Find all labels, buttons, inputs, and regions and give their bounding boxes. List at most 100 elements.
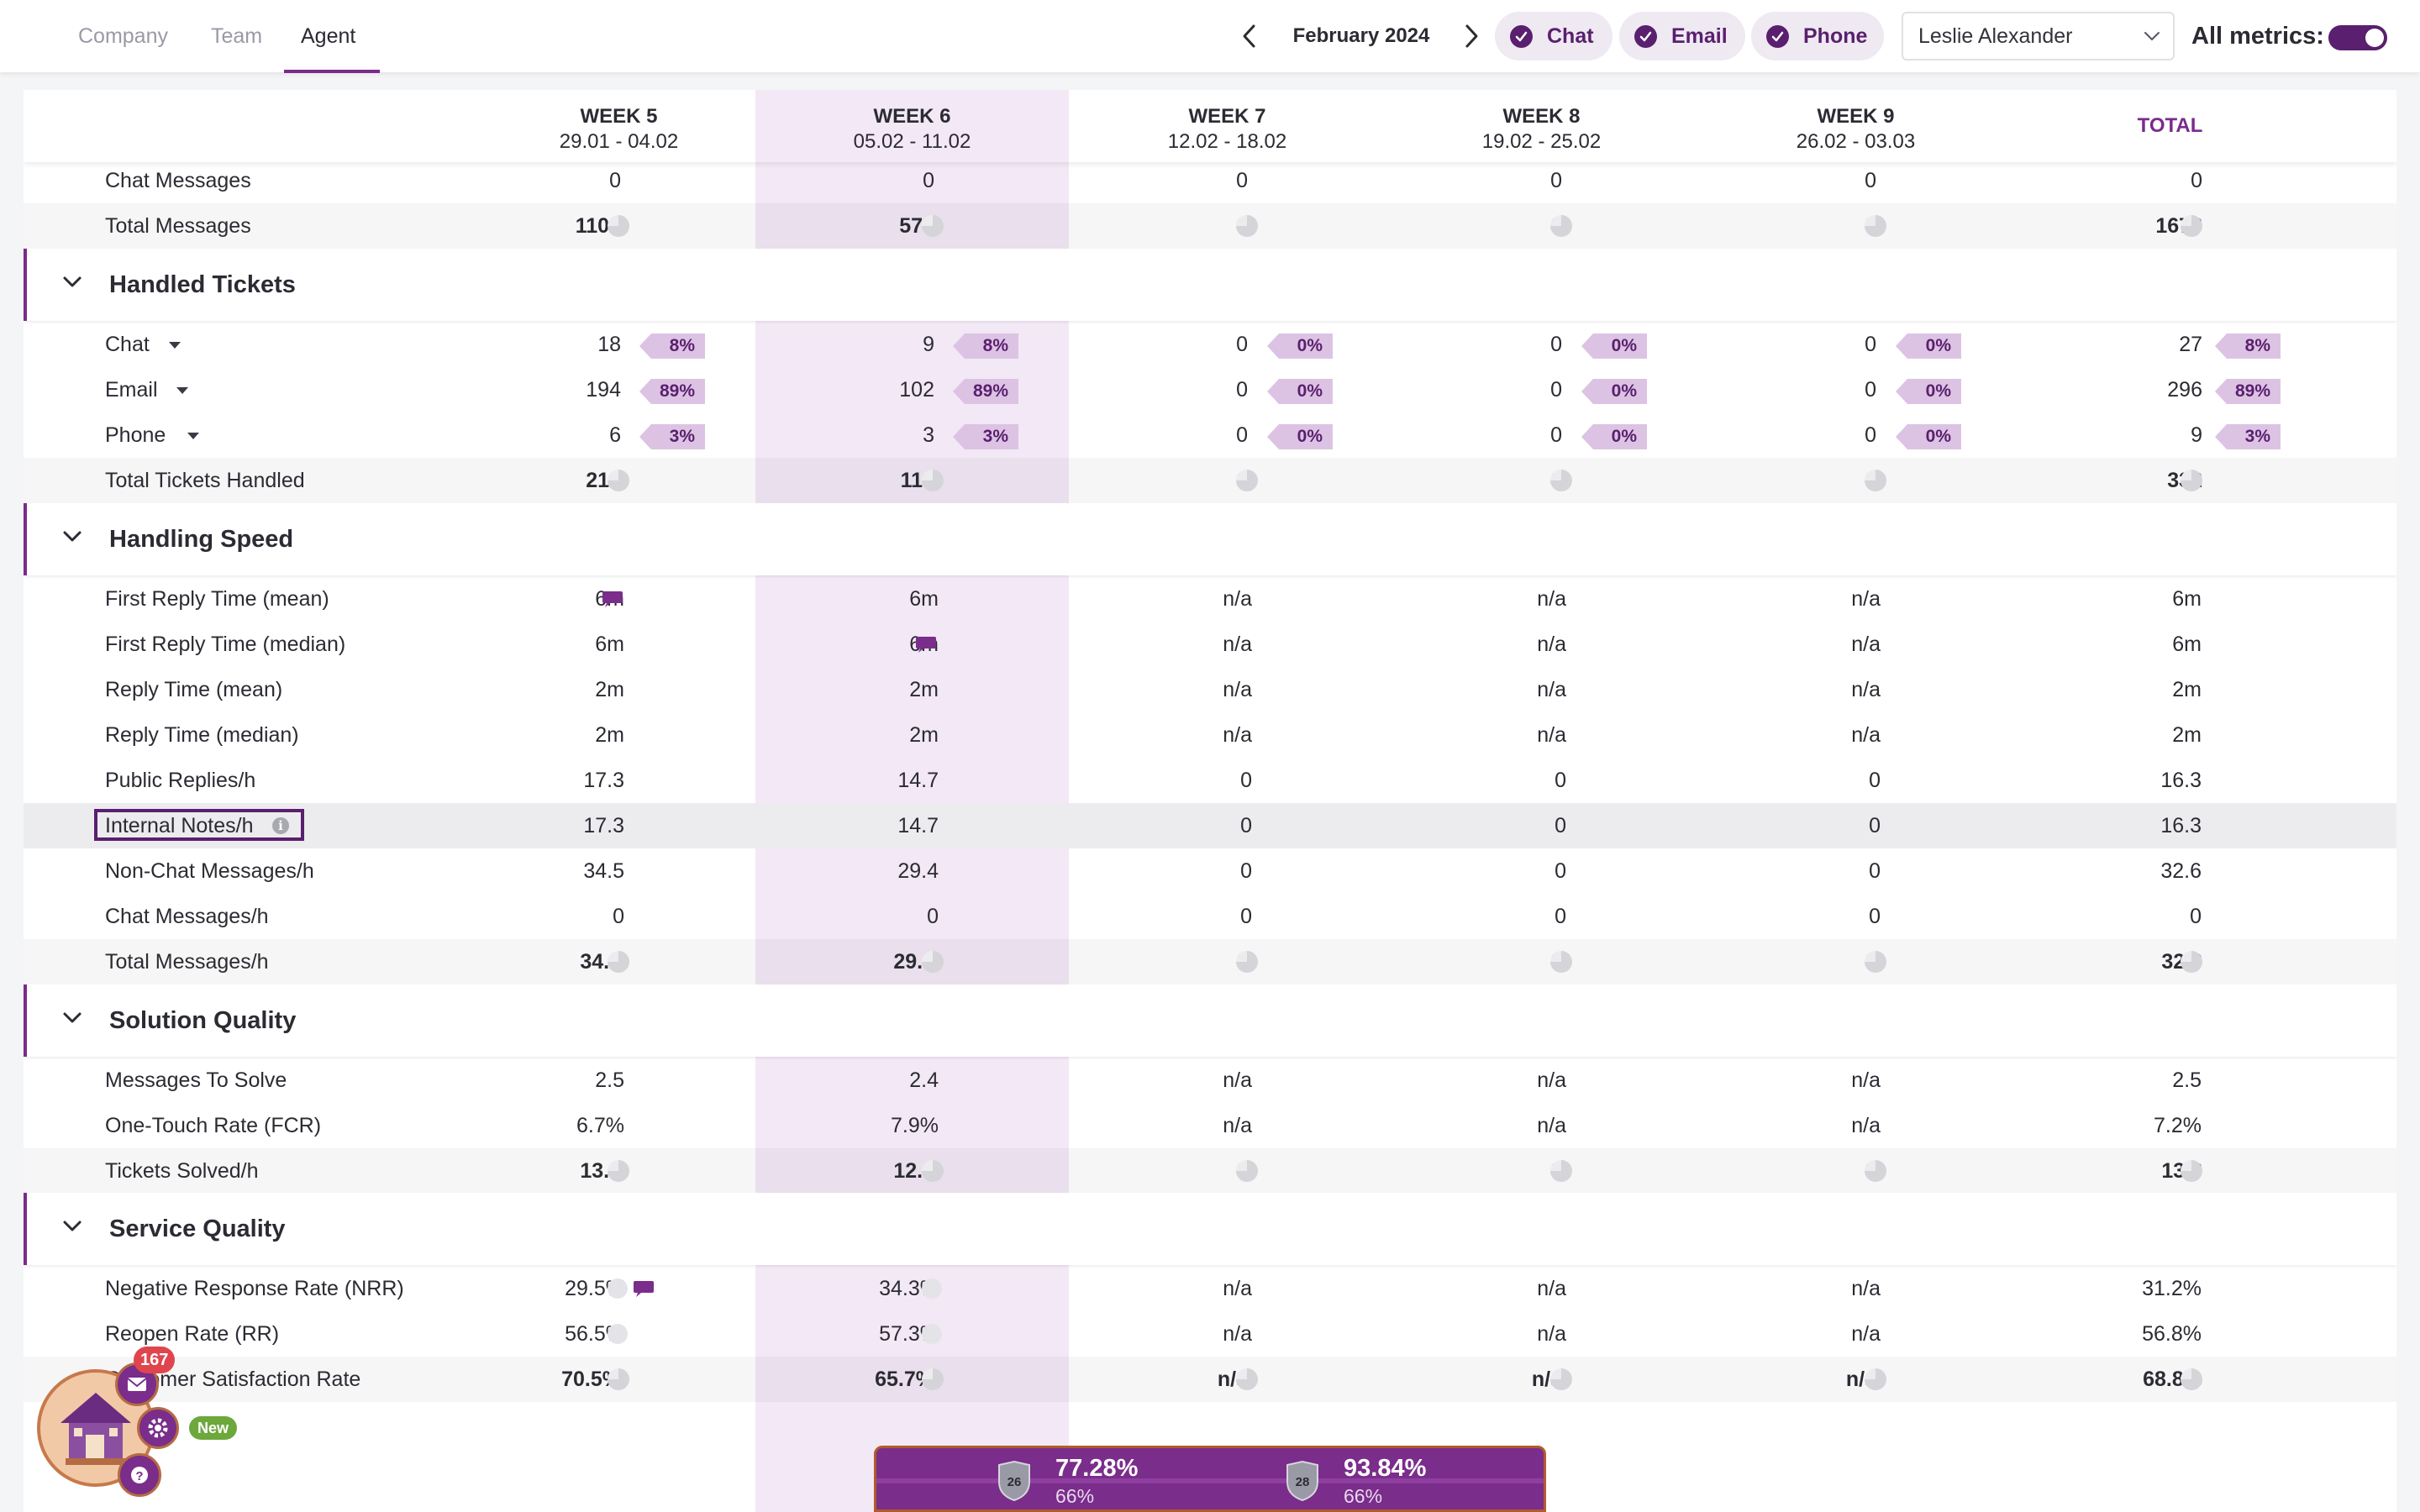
collapse-chevron-icon[interactable] (62, 1220, 82, 1233)
medal-icon: 26 (998, 1460, 1030, 1502)
metric-value: 0 (1240, 814, 1252, 837)
share-percentage-tag: 8% (639, 333, 705, 359)
section-title: Service Quality (109, 1215, 286, 1242)
pie-chart-icon[interactable] (2181, 951, 2202, 973)
metric-value: n/a (1851, 1068, 1881, 1092)
metric-value: n/a (1537, 587, 1566, 611)
pie-chart-icon[interactable] (1865, 1160, 1886, 1182)
collapse-chevron-icon[interactable] (62, 530, 82, 543)
comment-icon[interactable] (633, 1279, 655, 1298)
metric-value: n/a (1223, 1322, 1252, 1346)
metric-value: 0 (1555, 905, 1566, 928)
metric-value: 0 (1240, 859, 1252, 883)
metric-value: 18 (597, 333, 621, 356)
all-metrics-toggle[interactable] (2328, 25, 2387, 50)
metric-value: 0 (927, 905, 939, 928)
share-percentage-tag: 8% (2215, 333, 2281, 359)
agent-select[interactable]: Leslie Alexander (1902, 12, 2175, 60)
prev-month-button[interactable] (1237, 22, 1262, 50)
row-label: One-Touch Rate (FCR) (105, 1114, 322, 1137)
top-bar: Company Team Agent February 2024 Chat Em… (0, 0, 2420, 73)
pie-chart-icon[interactable] (608, 1368, 629, 1390)
table-row: First Reply Time (mean)6m6mn/an/an/a6m (24, 576, 2396, 622)
pie-chart-icon[interactable] (1550, 951, 1572, 973)
pie-chart-icon[interactable] (2181, 1368, 2202, 1390)
row-label: Total Messages/h (105, 950, 269, 974)
pie-chart-icon[interactable] (608, 215, 629, 237)
channel-chip-chat[interactable]: Chat (1495, 12, 1612, 60)
week-label: WEEK 6 (873, 105, 951, 128)
pie-chart-icon[interactable] (1550, 1368, 1572, 1390)
pie-chart-icon[interactable] (2181, 1160, 2202, 1182)
table-row: Reply Time (median) 2m 2m n/a n/a n/a 2m (24, 712, 2396, 758)
channel-chip-phone[interactable]: Phone (1751, 12, 1884, 60)
row-label: Public Replies/h (105, 769, 256, 792)
chevron-left-icon (1243, 24, 1255, 48)
metric-value: 0 (613, 905, 624, 928)
row-label: Negative Response Rate (NRR) (105, 1277, 404, 1300)
info-icon[interactable]: i (272, 817, 289, 834)
metric-value: 0 (1240, 905, 1252, 928)
channel-chip-email[interactable]: Email (1619, 12, 1745, 60)
pie-chart-icon[interactable] (1550, 215, 1572, 237)
caret-down-icon[interactable] (168, 341, 182, 349)
metric-value: 16.3 (2160, 814, 2202, 837)
pie-chart-icon[interactable] (1865, 951, 1886, 973)
comment-icon[interactable] (602, 590, 623, 608)
pie-chart-icon[interactable] (1236, 1368, 1258, 1390)
metric-value: 34.5 (583, 859, 624, 883)
pie-chart-icon[interactable] (1236, 470, 1258, 491)
pie-chart-icon[interactable] (1550, 1160, 1572, 1182)
pie-chart-icon[interactable] (1865, 470, 1886, 491)
pie-chart-icon[interactable] (1865, 1368, 1886, 1390)
comment-icon[interactable] (915, 635, 937, 654)
pie-chart-icon[interactable] (922, 951, 944, 973)
pie-chart-icon[interactable] (1550, 470, 1572, 491)
pie-chart-icon[interactable] (608, 470, 629, 491)
row-label: Internal Notes/h (105, 814, 254, 837)
metric-value: 6 (609, 423, 621, 447)
tab-company[interactable]: Company (78, 24, 168, 48)
pie-chart-icon[interactable] (2181, 470, 2202, 491)
collapse-chevron-icon[interactable] (62, 276, 82, 289)
metric-value: 17.3 (583, 769, 624, 792)
section-title: Solution Quality (109, 1007, 297, 1034)
pie-chart-icon[interactable] (922, 1160, 944, 1182)
section-title: Handled Tickets (109, 271, 296, 298)
achievement-bar[interactable]: 26 77.28% 66% 28 93.84% 66% (874, 1446, 1546, 1512)
tab-team[interactable]: Team (211, 24, 263, 48)
metric-value: 16.3 (2160, 769, 2202, 792)
metric-value: 7.2% (2154, 1114, 2202, 1137)
pie-chart-icon[interactable] (1236, 215, 1258, 237)
pie-chart-icon[interactable] (2181, 215, 2202, 237)
pie-chart-icon[interactable] (922, 470, 944, 491)
metric-value: 0 (2191, 169, 2202, 192)
caret-down-icon[interactable] (176, 386, 189, 395)
pie-chart-icon[interactable] (1865, 215, 1886, 237)
collapse-chevron-icon[interactable] (62, 1011, 82, 1025)
tab-agent[interactable]: Agent (301, 24, 356, 48)
pie-chart-icon[interactable] (922, 215, 944, 237)
chevron-down-icon (2144, 32, 2160, 41)
row-label: Tickets Solved/h (105, 1159, 259, 1183)
next-month-button[interactable] (1459, 22, 1484, 50)
caret-down-icon[interactable] (187, 432, 200, 440)
metric-value: 6m (2172, 587, 2202, 611)
metric-value: 0 (609, 169, 621, 192)
pie-chart-icon[interactable] (608, 1160, 629, 1182)
medal-icon: 28 (1286, 1460, 1318, 1502)
settings-button[interactable] (137, 1407, 179, 1449)
metric-value: 0 (1865, 378, 1876, 402)
pie-chart-icon[interactable] (1236, 1160, 1258, 1182)
pie-chart-icon[interactable] (922, 1368, 944, 1390)
share-percentage-tag: 0% (1896, 379, 1961, 404)
metric-value: 17.3 (583, 814, 624, 837)
help-button[interactable]: ? (118, 1453, 161, 1497)
pie-chart-icon[interactable] (608, 951, 629, 973)
table-row: Phone 6 3% 3 3% 0 0% 0 0% 0 0% 9 3% (24, 412, 2396, 458)
metric-value: 0 (1550, 423, 1562, 447)
share-percentage-tag: 3% (639, 424, 705, 449)
check-circle-icon (922, 1324, 942, 1344)
pie-chart-icon[interactable] (1236, 951, 1258, 973)
